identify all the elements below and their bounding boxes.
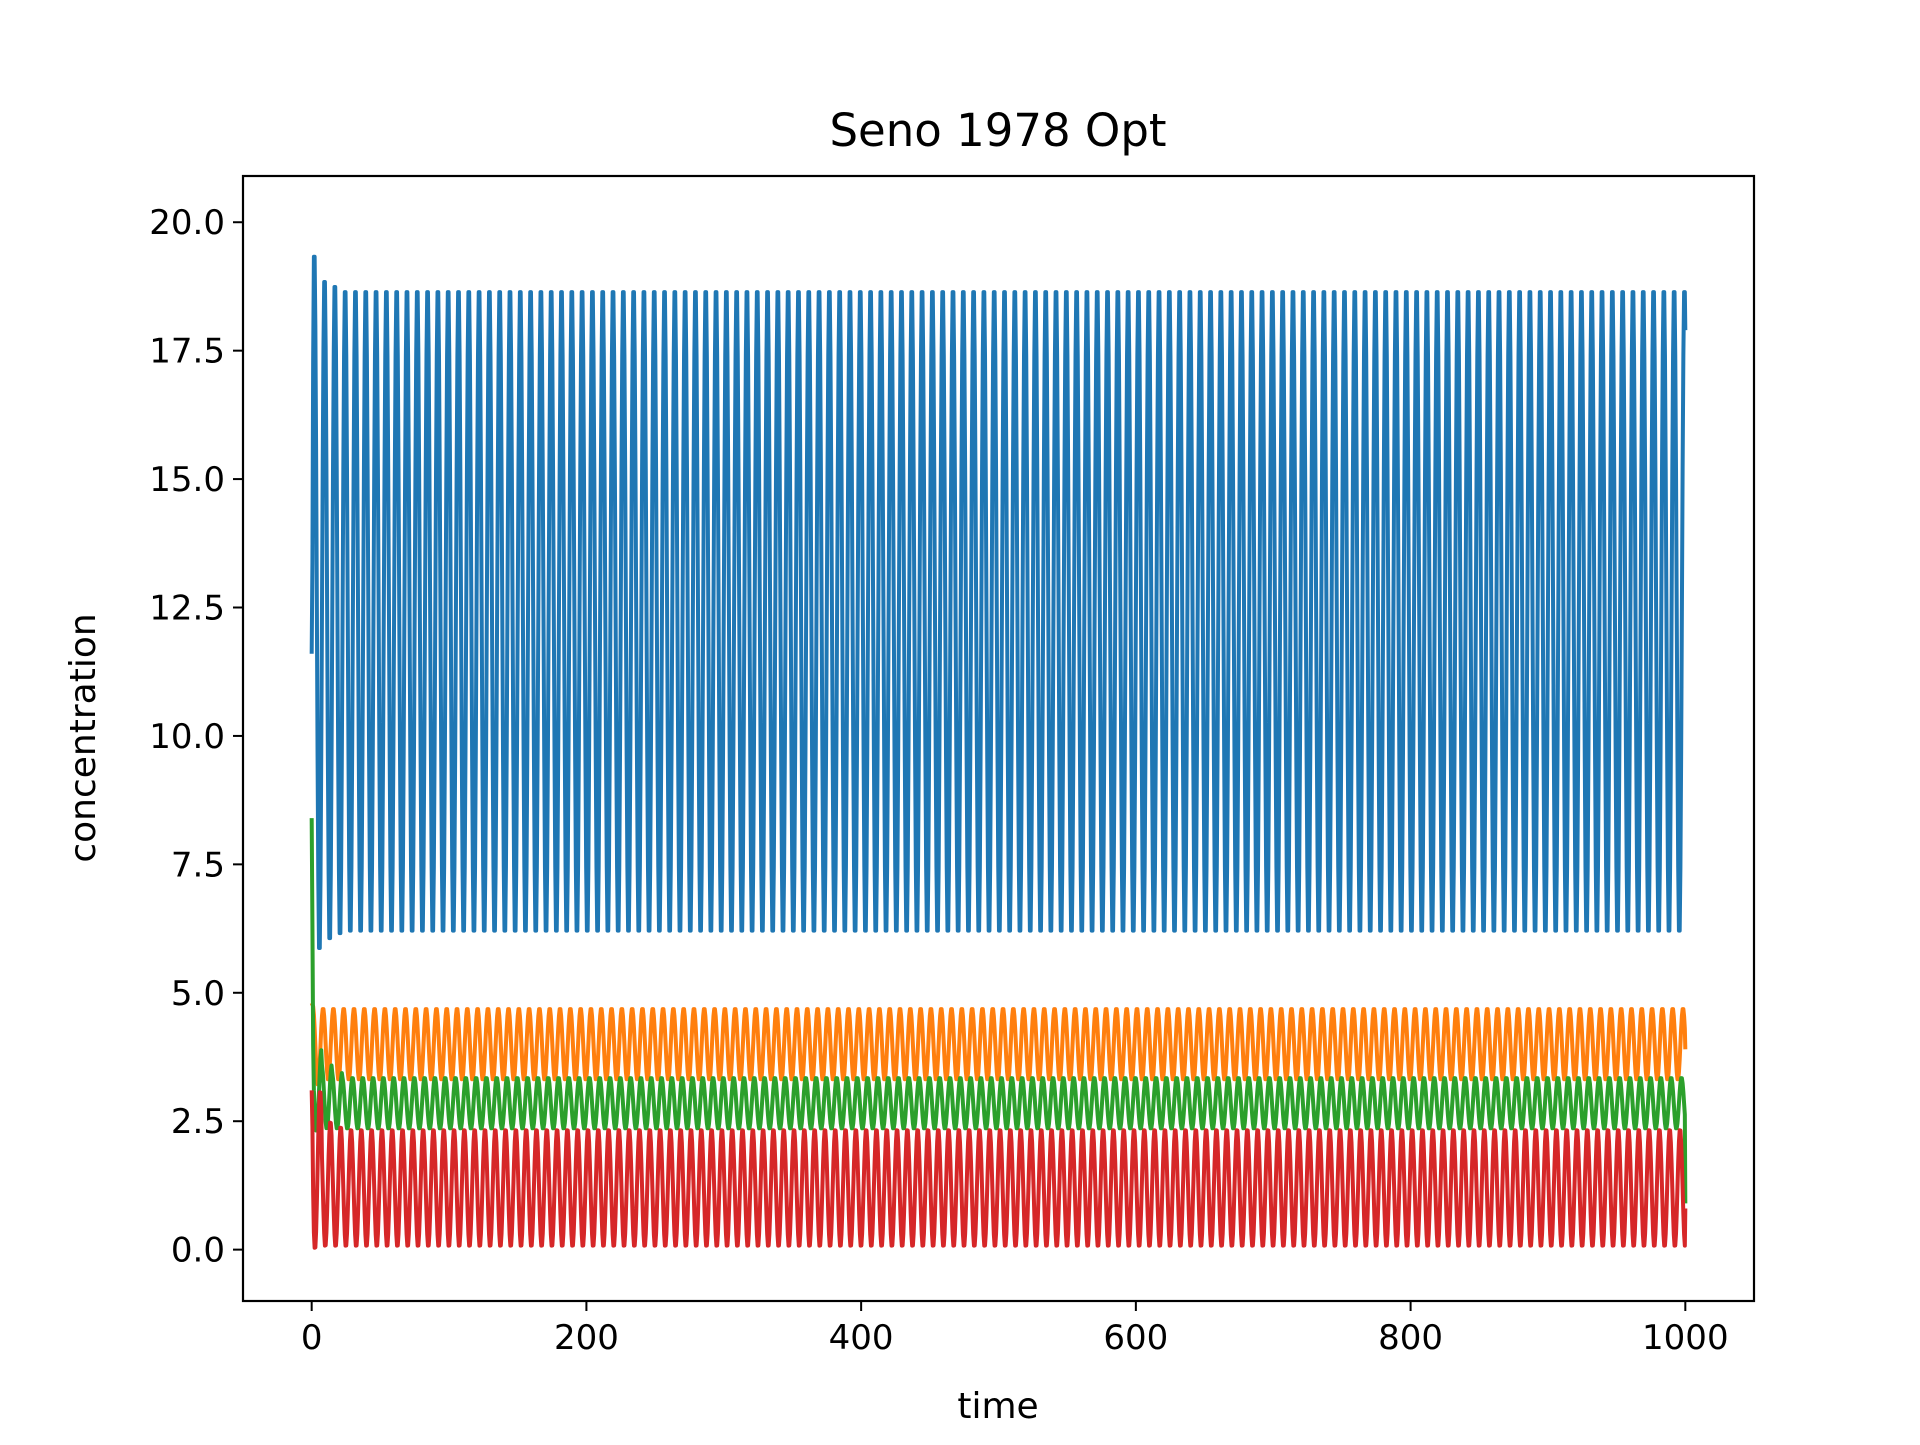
- y-tick-label: 10.0: [149, 717, 225, 757]
- x-tick-label: 0: [301, 1318, 323, 1358]
- y-tick-label: 5.0: [171, 974, 225, 1014]
- x-tick-label: 600: [1103, 1318, 1168, 1358]
- x-tick-label: 800: [1378, 1318, 1443, 1358]
- series-line-2: [309, 1002, 1688, 1087]
- x-tick-label: 400: [829, 1318, 894, 1358]
- x-tick-label: 200: [554, 1318, 619, 1358]
- chart-title: Seno 1978 Opt: [829, 104, 1166, 157]
- y-tick-label: 7.5: [171, 845, 225, 885]
- y-tick-label: 12.5: [149, 589, 225, 629]
- y-tick-label: 15.0: [149, 460, 225, 500]
- series-line-3: [309, 818, 1688, 1204]
- series-group: [309, 254, 1688, 1250]
- x-axis: 0 200 400 600 800 1000: [301, 1301, 1729, 1358]
- y-axis-label: concentration: [63, 613, 104, 862]
- y-tick-label: 2.5: [171, 1102, 225, 1142]
- plot-area-frame: [241, 174, 1756, 1303]
- x-tick-label: 1000: [1642, 1318, 1729, 1358]
- y-tick-label: 20.0: [149, 203, 225, 243]
- y-tick-label: 0.0: [171, 1231, 225, 1271]
- series-line-1: [309, 254, 1688, 950]
- y-tick-label: 17.5: [149, 332, 225, 372]
- x-axis-label: time: [957, 1386, 1038, 1427]
- series-line-4: [309, 1090, 1688, 1250]
- y-axis: 0.0 2.5 5.0 7.5 10.0 12.5 15.0 17.5 20.0: [149, 203, 243, 1271]
